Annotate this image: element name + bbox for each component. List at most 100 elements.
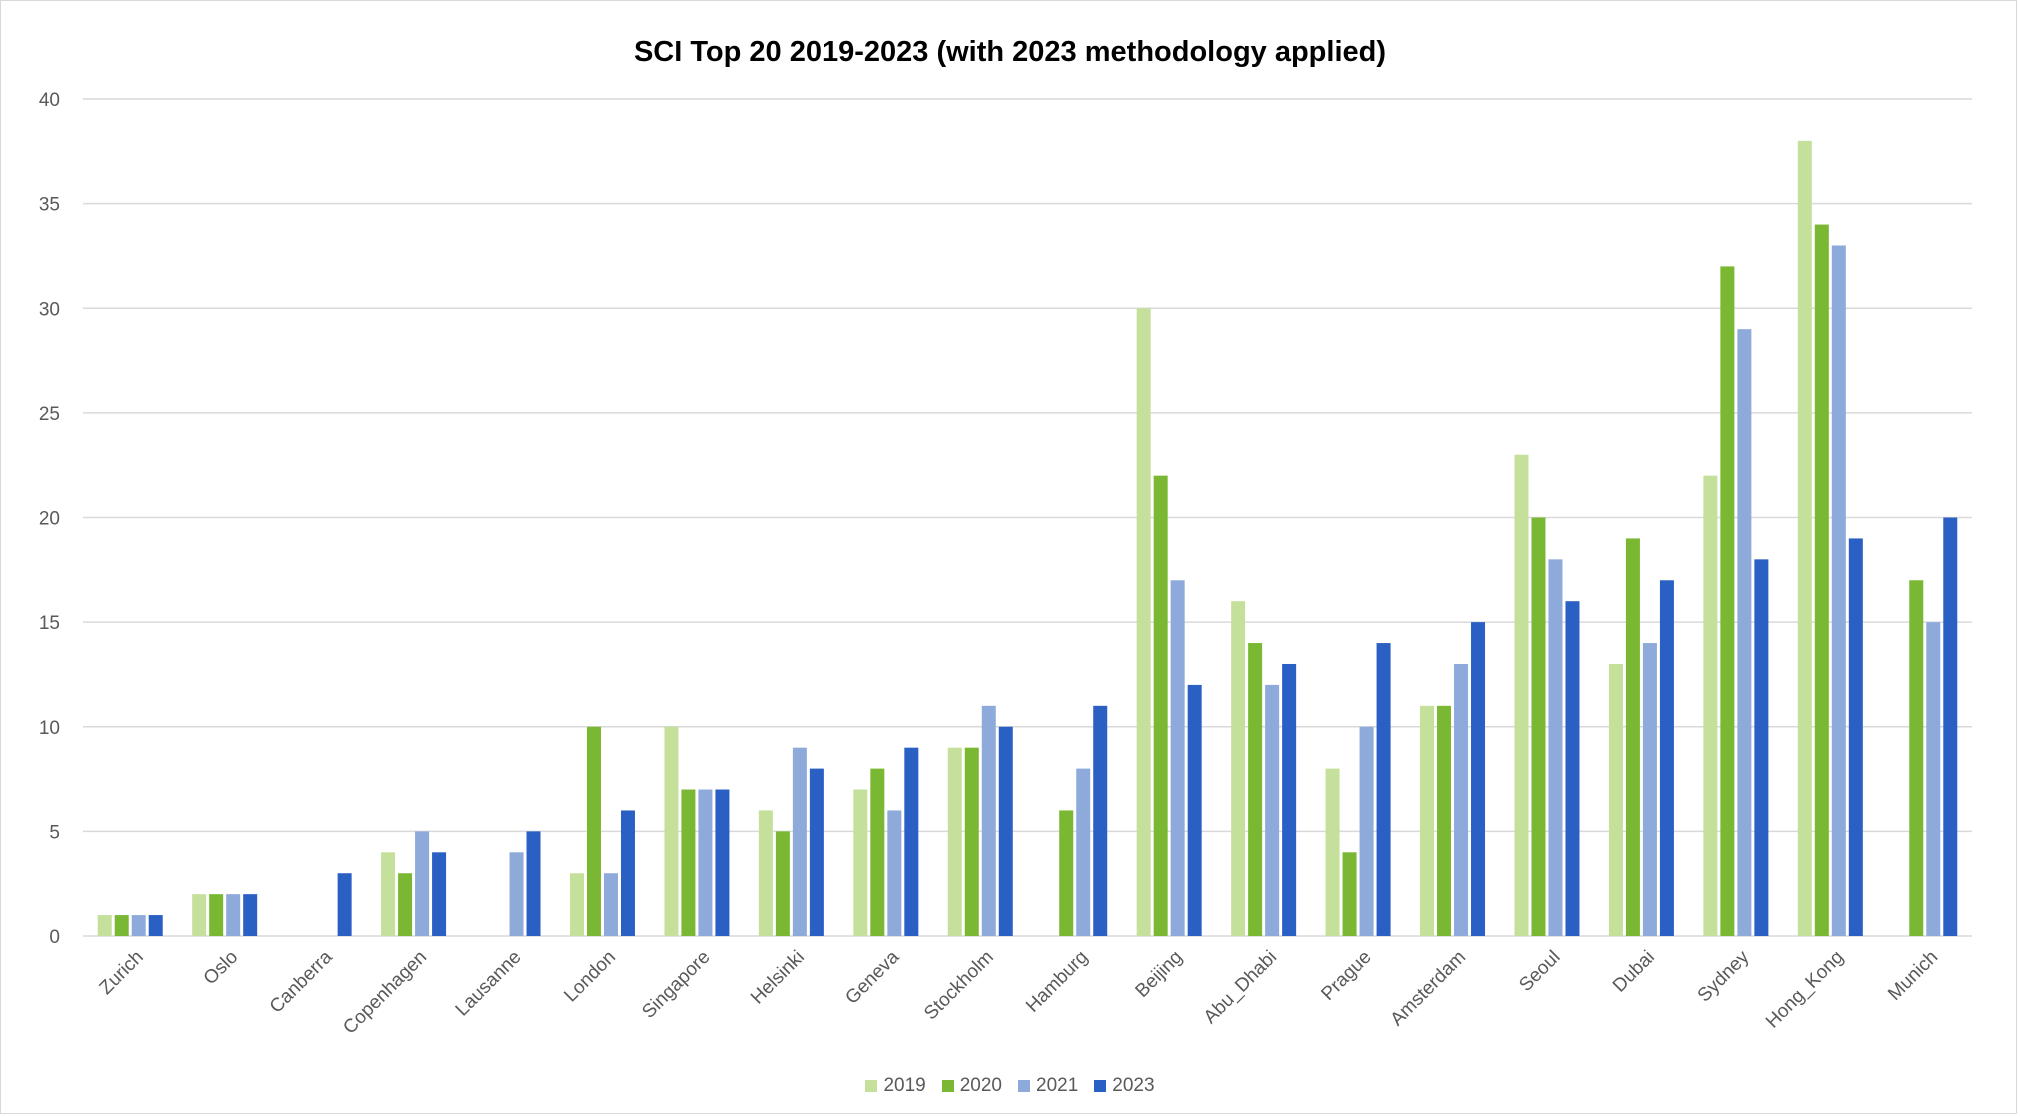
- bar-abu_dhabi-2019: [1231, 601, 1246, 936]
- bar-hong_kong-2021: [1831, 245, 1846, 937]
- legend-item-2021: 2021: [1018, 1075, 1078, 1097]
- bar-london-2021: [603, 873, 618, 936]
- bar-prague-2023: [1376, 643, 1391, 936]
- x-category-label: Dubai: [1609, 947, 1659, 997]
- bar-copenhagen-2021: [415, 831, 430, 936]
- x-category-label: Prague: [1317, 947, 1375, 1005]
- bar-london-2023: [620, 810, 635, 936]
- x-axis-categories: Zurich Oslo Canberra Copenhagen Lausanne Lond…: [96, 946, 1943, 1038]
- bar-london-2019: [569, 873, 584, 936]
- x-category-label: Oslo: [200, 947, 242, 989]
- legend-swatch: [1018, 1080, 1030, 1092]
- bar-zurich-2023: [148, 915, 163, 936]
- bar-dubai-2023: [1659, 580, 1674, 936]
- x-category-label: Singapore: [638, 947, 714, 1023]
- y-tick-label: 25: [39, 404, 60, 425]
- bar-hamburg-2020: [1059, 810, 1074, 936]
- bar-seoul-2021: [1548, 559, 1563, 936]
- bar-sydney-2023: [1754, 559, 1769, 936]
- bar-abu_dhabi-2020: [1248, 643, 1263, 936]
- x-category-label: Stockholm: [920, 947, 998, 1025]
- bar-singapore-2019: [664, 726, 679, 936]
- x-category-label: Copenhagen: [339, 947, 431, 1039]
- y-tick-label: 20: [39, 509, 60, 530]
- bar-hamburg-2023: [1093, 705, 1108, 936]
- bar-sydney-2020: [1720, 266, 1735, 936]
- y-tick-label: 0: [49, 927, 60, 948]
- y-tick-label: 5: [49, 822, 60, 843]
- y-tick-label: 30: [39, 299, 60, 320]
- bar-seoul-2023: [1565, 601, 1580, 936]
- bar-helsinki-2021: [792, 747, 807, 936]
- bar-amsterdam-2020: [1437, 705, 1452, 936]
- bar-dubai-2019: [1608, 663, 1623, 936]
- x-category-label: Seoul: [1515, 947, 1564, 996]
- x-category-label: Zurich: [96, 947, 148, 999]
- x-category-label: Geneva: [841, 946, 903, 1008]
- x-category-label: Hamburg: [1022, 947, 1092, 1017]
- legend: 2019 2020 2021 2023: [0, 1075, 2020, 1097]
- y-tick-label: 10: [39, 718, 60, 739]
- bar-hamburg-2021: [1076, 768, 1091, 936]
- bar-stockholm-2023: [998, 726, 1013, 936]
- bar-munich-2020: [1909, 580, 1924, 936]
- bar-prague-2019: [1325, 768, 1340, 936]
- bars: [97, 140, 1958, 937]
- y-axis-ticks: 0 5 10 15 20 25 30 35 40: [39, 90, 60, 948]
- bar-singapore-2020: [681, 789, 696, 936]
- bar-copenhagen-2019: [381, 852, 396, 936]
- bar-singapore-2023: [715, 789, 730, 936]
- bar-geneva-2021: [887, 810, 902, 936]
- x-category-label: Amsterdam: [1387, 947, 1471, 1031]
- bar-geneva-2020: [870, 768, 885, 936]
- bar-geneva-2023: [904, 747, 919, 936]
- y-tick-label: 15: [39, 613, 60, 634]
- bar-oslo-2021: [226, 894, 241, 936]
- bar-hong_kong-2019: [1797, 140, 1812, 937]
- bar-copenhagen-2023: [432, 852, 447, 936]
- bar-beijing-2019: [1136, 308, 1151, 936]
- bar-stockholm-2020: [964, 747, 979, 936]
- bar-zurich-2021: [131, 915, 146, 936]
- bar-canberra-2023: [337, 873, 352, 936]
- x-category-label: Canberra: [266, 946, 337, 1017]
- bar-amsterdam-2019: [1420, 705, 1435, 936]
- bar-munich-2021: [1926, 622, 1941, 936]
- gridlines: [83, 98, 1972, 937]
- bar-hong_kong-2023: [1848, 538, 1863, 936]
- bar-munich-2023: [1943, 517, 1958, 936]
- bar-beijing-2021: [1170, 580, 1185, 936]
- x-category-label: Beijing: [1132, 947, 1187, 1002]
- bar-amsterdam-2021: [1454, 663, 1469, 936]
- legend-item-2020: 2020: [941, 1075, 1002, 1097]
- bar-london-2020: [586, 726, 601, 936]
- legend-item-2023: 2023: [1094, 1075, 1155, 1097]
- legend-label: 2019: [883, 1075, 926, 1096]
- x-category-label: Sydney: [1694, 946, 1754, 1006]
- bar-singapore-2021: [698, 789, 713, 936]
- bar-beijing-2020: [1153, 475, 1168, 936]
- bar-seoul-2019: [1514, 454, 1529, 936]
- bar-sydney-2019: [1703, 475, 1718, 936]
- bar-sydney-2021: [1737, 329, 1752, 936]
- bar-zurich-2019: [97, 915, 112, 936]
- bar-geneva-2019: [853, 789, 868, 936]
- y-tick-label: 35: [39, 195, 60, 216]
- bar-lausanne-2023: [526, 831, 541, 936]
- x-category-label: Lausanne: [452, 947, 526, 1021]
- bar-dubai-2020: [1625, 538, 1640, 936]
- bar-helsinki-2019: [758, 810, 773, 936]
- bar-stockholm-2021: [981, 705, 996, 936]
- bar-copenhagen-2020: [398, 873, 413, 936]
- bar-dubai-2021: [1642, 643, 1657, 936]
- bar-prague-2020: [1342, 852, 1357, 936]
- legend-label: 2020: [959, 1075, 1002, 1096]
- legend-swatch: [865, 1080, 878, 1092]
- bar-abu_dhabi-2021: [1265, 684, 1280, 936]
- bar-oslo-2020: [209, 894, 224, 936]
- x-category-label: London: [560, 947, 620, 1007]
- bar-prague-2021: [1359, 726, 1374, 936]
- legend-item-2019: 2019: [865, 1075, 926, 1097]
- legend-swatch: [941, 1080, 954, 1092]
